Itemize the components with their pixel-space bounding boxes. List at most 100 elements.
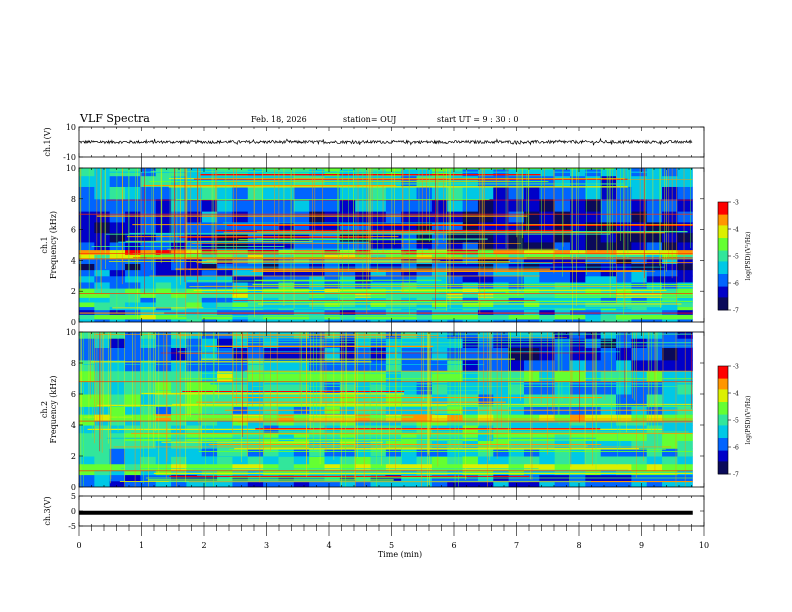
spectro-cell [79,232,95,243]
spectro-cell [217,297,233,303]
spectro-cell [462,186,479,200]
y-tick-label: 4 [71,421,76,430]
spectro-cell [539,249,556,255]
spectro-cell [278,347,295,361]
spectro-cell [140,211,157,223]
spectro-cell [232,456,249,465]
spectro-cell [370,241,387,251]
colorbar-cell [718,248,728,251]
spectro-cell [401,347,418,361]
spectro-cell [508,241,525,251]
x-tick-label: 6 [451,541,456,550]
spectro-cell [186,448,203,457]
spectro-cell [600,275,617,283]
spectro-cell [600,269,617,277]
spectro-cell [79,314,95,320]
spectro-cell [631,258,648,264]
spectro-cell [278,275,295,283]
colorbar-cell [718,265,728,268]
spectro-cell [600,254,617,260]
spectro-cell [370,432,387,441]
spectro-cell [662,314,678,320]
colorbar-ch1: -3 -4 -5 -6 -7 log(PSD)(V²/Hz) [717,200,752,315]
spectro-cell [554,318,571,322]
spectro-cell [616,414,632,421]
spectro-cell [570,275,586,283]
spectro-cell [523,198,540,212]
colorbar-cell [718,306,728,309]
spectro-cell [385,269,402,277]
spectro-cell [309,254,325,260]
spectro-cell [447,254,464,260]
spectro-cell [385,420,402,426]
spectro-cell [539,254,556,260]
colorbar-cell [718,261,728,264]
colorbar-cell [718,283,728,286]
spectro-cell [94,474,111,482]
spectro-cell [217,432,233,441]
spectro-cell [155,275,172,283]
spectro-cell [677,314,693,320]
spectro-cell [646,297,663,303]
spectro-cell [539,198,556,212]
colorbar-cell [718,203,728,206]
spectro-cell [431,211,448,223]
spectro-cell [585,480,602,487]
spectro-cell [171,338,187,348]
spectro-cell [677,241,693,251]
spectro-cell [493,186,510,200]
colorbar-cell [718,205,728,208]
spectro-cell [186,469,203,476]
colorbar-cell [718,211,728,214]
spectro-cell [600,198,617,212]
colorbar-cell [718,423,728,426]
spectro-cell [155,292,172,298]
spectro-cell [416,309,433,315]
spectro-cell [631,186,648,200]
spectro-cell [217,221,233,234]
spectro-cell [339,347,356,361]
spectro-cell [109,394,126,407]
spectro-cell [186,211,203,223]
spectro-cell [677,318,693,322]
spectro-cell [263,221,279,234]
spectro-cell [385,198,402,212]
spectro-cell [631,198,648,212]
spectro-cell [278,420,295,426]
colorbar-cell [718,239,728,242]
spectro-cell [109,359,126,372]
spectro-cell [385,281,402,289]
spectro-cell [431,332,448,339]
spectro-cell [125,221,141,234]
colorbar-cell [718,470,728,473]
spectro-cell [662,359,678,372]
spectro-cell [539,258,556,264]
spectro-cell [539,269,556,277]
colorbar-cell [718,412,728,415]
spectro-cell [125,456,141,465]
spectro-cell [493,448,510,457]
spectro-cell [232,292,249,298]
spectro-cell [109,301,126,308]
spectro-cell [263,456,279,465]
spectro-cell [79,186,95,200]
spectro-cell [171,480,187,487]
spectro-cell [600,463,617,471]
spectro-cell [646,306,663,311]
spectro-cell [631,456,648,465]
colorbar-tick-label: -4 [733,391,739,398]
spectro-cell [217,301,233,308]
spectro-cell [616,463,632,471]
spectro-cell [493,269,510,277]
spectro-cell [232,254,249,260]
colorbar-cell [718,438,728,441]
spectro-cell [662,432,678,441]
spectro-cell [232,480,249,487]
spectro-cell [217,347,233,361]
spectro-cell [309,463,325,471]
x-tick-label: 9 [639,541,644,550]
spectro-cell [447,309,464,315]
spectro-cell [523,249,540,255]
spectro-cell [79,263,95,271]
colorbar-cell [718,214,728,217]
